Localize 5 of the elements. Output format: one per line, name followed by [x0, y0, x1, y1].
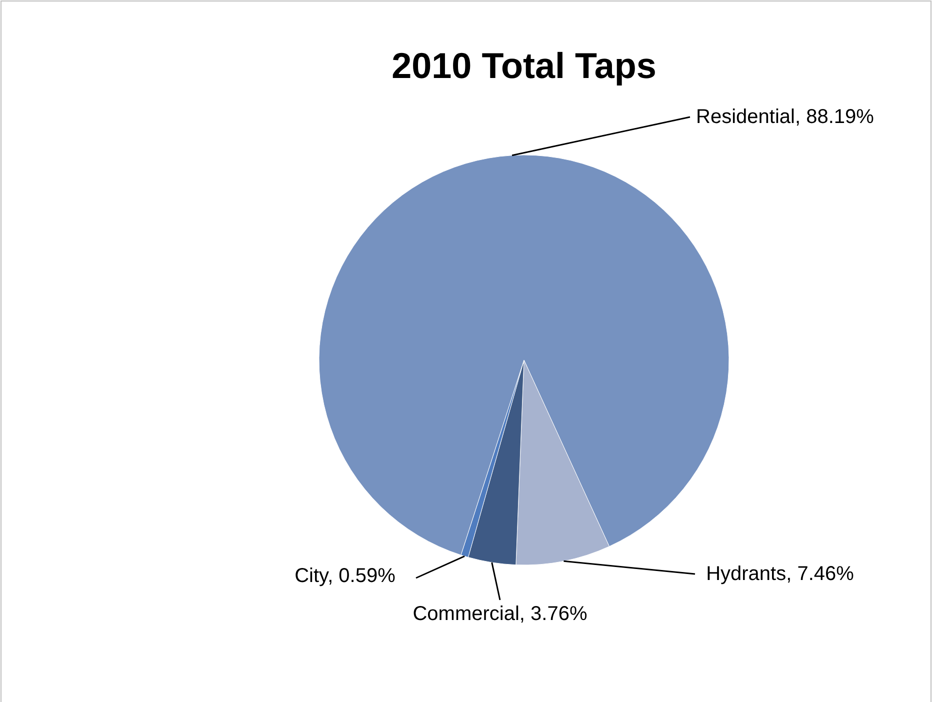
- slice-label: Hydrants, 7.46%: [706, 563, 854, 585]
- chart-title: 2010 Total Taps: [392, 45, 656, 86]
- slice-label: Commercial, 3.76%: [412, 603, 588, 625]
- slice-label: Residential, 88.19%: [696, 106, 874, 128]
- slice-label: City, 0.59%: [294, 565, 396, 587]
